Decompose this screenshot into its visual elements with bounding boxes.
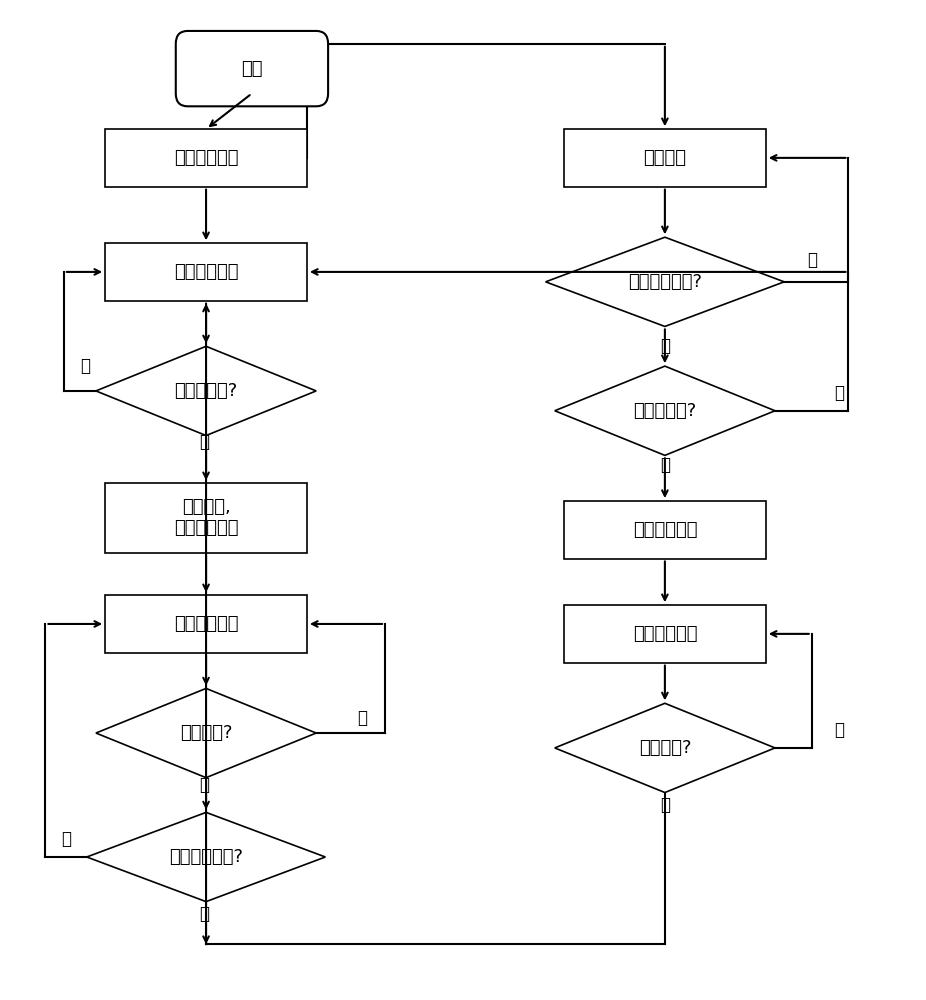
Polygon shape	[87, 812, 325, 902]
Text: 额外的粒子?: 额外的粒子?	[633, 402, 696, 420]
Text: 是: 是	[660, 456, 669, 474]
Bar	[106, 243, 307, 301]
Text: 是: 是	[199, 905, 209, 923]
Bar	[106, 483, 307, 553]
Polygon shape	[555, 366, 775, 455]
Bar	[564, 605, 766, 663]
Text: 停止搜索,
规划捕获路径: 停止搜索, 规划捕获路径	[174, 498, 238, 537]
Text: 合适的粒子?: 合适的粒子?	[174, 382, 238, 400]
Bar	[564, 501, 766, 559]
Text: 躲避完成?: 躲避完成?	[639, 739, 691, 757]
FancyBboxPatch shape	[176, 31, 328, 106]
Text: 是: 是	[199, 433, 209, 451]
Text: 执行捕获路径: 执行捕获路径	[174, 615, 238, 633]
Polygon shape	[96, 346, 316, 436]
Text: 否: 否	[80, 357, 90, 375]
Polygon shape	[555, 703, 775, 793]
Bar	[106, 129, 307, 187]
Text: 执行搜索路径: 执行搜索路径	[174, 263, 238, 281]
Text: 成功捕获?: 成功捕获?	[180, 724, 232, 742]
Bar	[564, 129, 766, 187]
Text: 执行躲避路径: 执行躲避路径	[632, 625, 697, 643]
Bar	[106, 595, 307, 653]
Text: 捕获粒子存在?: 捕获粒子存在?	[628, 273, 702, 291]
Text: 捕获路径结束?: 捕获路径结束?	[169, 848, 243, 866]
Text: 是: 是	[660, 337, 669, 355]
Text: 否: 否	[199, 776, 209, 794]
Text: 是: 是	[660, 796, 669, 814]
Text: 设置搜索路径: 设置搜索路径	[174, 149, 238, 167]
Polygon shape	[545, 237, 784, 326]
Text: 是: 是	[357, 709, 367, 727]
Text: 规划躲避路径: 规划躲避路径	[632, 521, 697, 539]
Text: 否: 否	[834, 384, 845, 402]
Text: 检测状态: 检测状态	[644, 149, 686, 167]
Text: 开始: 开始	[241, 60, 263, 78]
Text: 否: 否	[61, 830, 71, 848]
Polygon shape	[96, 688, 316, 778]
Text: 否: 否	[807, 251, 817, 269]
Text: 否: 否	[834, 721, 845, 739]
